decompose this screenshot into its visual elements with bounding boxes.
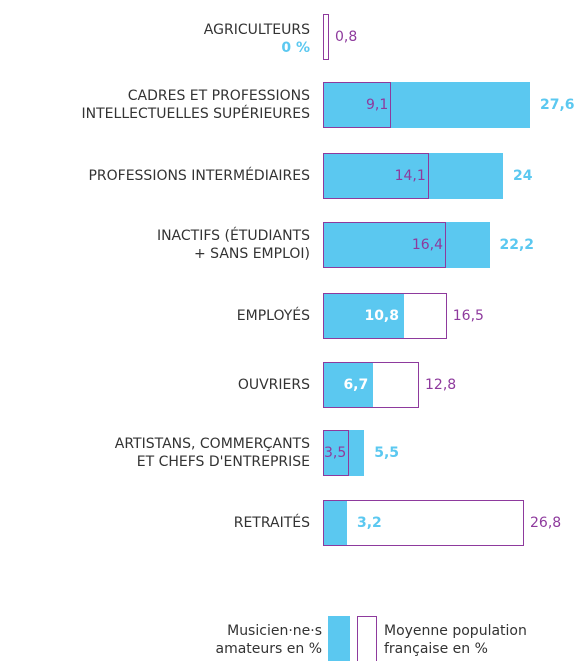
bar <box>323 362 374 408</box>
category-label: EMPLOYÉS <box>236 308 310 324</box>
category-label: OUVRIERS <box>237 377 310 393</box>
value-label: 3,2 <box>357 515 382 531</box>
bar-outline <box>323 222 446 268</box>
value-label: 12,8 <box>425 377 457 393</box>
bar-outline <box>323 500 524 546</box>
value-label: 22,2 <box>499 237 535 253</box>
value-label: 27,6 <box>540 97 575 113</box>
value-label: 0,8 <box>335 29 358 45</box>
value-label: 0 % <box>281 40 310 56</box>
legend-label: Musicien·ne·s amateurs en % <box>215 623 322 657</box>
bar-outline <box>323 153 429 199</box>
value-label: 9,1 <box>365 97 389 113</box>
bar <box>323 293 404 339</box>
category-label: INACTIFS (ÉTUDIANTS + SANS EMPLOI) <box>156 228 310 262</box>
category-label: AGRICULTEURS <box>203 22 310 38</box>
legend-swatch <box>357 616 377 661</box>
value-label: 14,1 <box>394 168 426 184</box>
bar <box>323 82 530 128</box>
value-label: 3,5 <box>323 445 347 461</box>
bar-outline <box>323 14 329 60</box>
bar-outline <box>323 362 419 408</box>
legend-label: Moyenne population française en % <box>384 623 527 657</box>
category-label: ARTISTANS, COMMERÇANTS ET CHEFS D'ENTREP… <box>114 436 310 470</box>
bar-outline <box>323 293 447 339</box>
value-label: 10,8 <box>364 308 399 324</box>
bar <box>323 153 503 199</box>
bar <box>323 222 490 268</box>
bar <box>323 500 347 546</box>
value-label: 24 <box>513 168 533 184</box>
bar <box>323 430 365 476</box>
category-label: CADRES ET PROFESSIONS INTELLECTUELLES SU… <box>81 88 310 122</box>
value-label: 26,8 <box>530 515 562 531</box>
category-label: PROFESSIONS INTERMÉDIAIRES <box>88 168 310 184</box>
value-label: 6,7 <box>343 377 369 393</box>
value-label: 16,5 <box>452 308 484 324</box>
value-label: 5,5 <box>374 445 400 461</box>
category-label: RETRAITÉS <box>233 515 310 531</box>
bar-outline <box>323 430 350 476</box>
bar-outline <box>323 82 392 128</box>
value-label: 16,4 <box>411 237 443 253</box>
legend-swatch <box>328 616 350 661</box>
